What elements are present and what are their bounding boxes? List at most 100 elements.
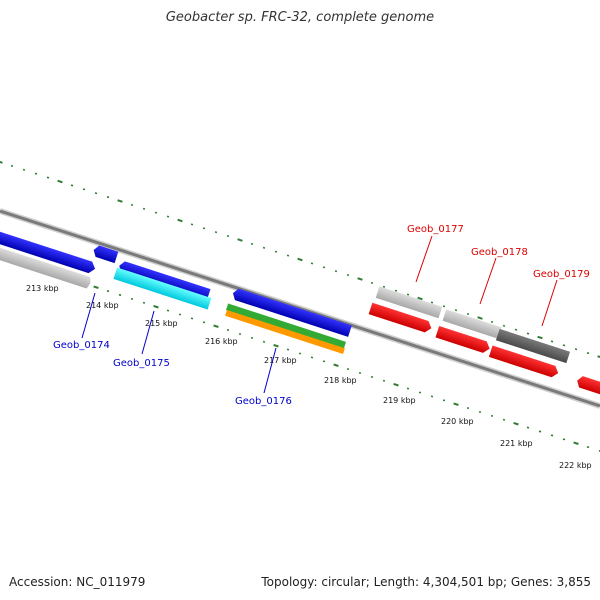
gene-dark-gray-0179 [495, 328, 571, 364]
minor-tick [82, 188, 86, 191]
minor-tick [142, 301, 146, 304]
minor-tick [310, 356, 314, 359]
minor-tick [250, 336, 254, 339]
minor-tick [358, 371, 362, 375]
minor-tick [526, 332, 530, 335]
minor-tick [286, 254, 290, 257]
minor-tick [598, 449, 600, 452]
minor-tick [382, 379, 386, 382]
gene-red-right [577, 376, 600, 397]
scale-label: 215 kbp [145, 319, 178, 328]
minor-tick [406, 293, 410, 296]
gene-label-geob-0175[interactable]: Geob_0175 [113, 358, 170, 369]
leader-line-geob-0178 [479, 257, 497, 305]
minor-tick [250, 242, 254, 245]
minor-tick [562, 344, 566, 347]
gene-blue-small [93, 245, 119, 264]
major-tick [453, 402, 459, 406]
gene-gray-left [0, 242, 91, 289]
minor-tick [226, 329, 230, 332]
gene-label-geob-0177[interactable]: Geob_0177 [407, 224, 464, 235]
leader-line-geob-0174 [81, 292, 96, 339]
major-tick [177, 218, 183, 223]
minor-tick [94, 192, 98, 195]
minor-tick [562, 438, 566, 441]
minor-tick [22, 168, 26, 171]
minor-tick [502, 418, 506, 421]
major-tick [273, 343, 279, 348]
minor-tick [538, 430, 542, 433]
scale-label: 219 kbp [383, 396, 416, 405]
scale-label: 221 kbp [500, 439, 533, 448]
scale-label: 222 kbp [559, 461, 592, 470]
scale-label: 214 kbp [86, 301, 119, 310]
major-tick [477, 316, 483, 320]
major-tick [417, 296, 423, 301]
minor-tick [70, 184, 74, 187]
minor-tick [214, 231, 218, 234]
minor-tick [550, 340, 554, 343]
tick-track [0, 160, 600, 452]
minor-tick [574, 348, 578, 351]
gene-label-geob-0178[interactable]: Geob_0178 [471, 247, 528, 258]
accession-text: Accession: NC_011979 [9, 575, 146, 589]
major-tick [357, 277, 363, 281]
minor-tick [346, 274, 350, 277]
gene-orange-0176 [225, 309, 345, 355]
backbone-line-core [0, 209, 600, 408]
minor-tick [586, 446, 590, 449]
map-title: Geobacter sp. FRC-32, complete genome [165, 10, 435, 25]
minor-tick [382, 285, 386, 288]
minor-tick [394, 289, 398, 292]
minor-tick [502, 324, 506, 327]
minor-tick [514, 328, 518, 331]
minor-tick [154, 211, 158, 214]
major-tick [297, 257, 303, 262]
gene-green-0176 [225, 303, 347, 349]
major-tick [333, 363, 339, 367]
minor-tick [406, 387, 410, 390]
minor-tick [334, 270, 338, 273]
minor-tick [466, 313, 470, 316]
minor-tick [442, 305, 446, 308]
minor-tick [34, 172, 38, 175]
minor-tick [106, 290, 110, 293]
minor-tick [274, 250, 278, 253]
major-tick [57, 179, 63, 184]
minor-tick [550, 434, 554, 437]
gene-label-geob-0176[interactable]: Geob_0176 [235, 396, 292, 407]
major-tick [597, 355, 600, 359]
minor-tick [466, 407, 470, 410]
gene-label-geob-0179[interactable]: Geob_0179 [533, 269, 590, 280]
gene-gray-0177 [375, 286, 443, 319]
gene-label-geob-0174[interactable]: Geob_0174 [53, 340, 110, 351]
leader-line-geob-0179 [541, 279, 558, 327]
minor-tick [286, 348, 290, 351]
gene-red-0178 [435, 325, 490, 353]
minor-tick [262, 246, 266, 249]
leader-line-geob-0176 [263, 347, 277, 394]
topology-text: Topology: circular; Length: 4,304,501 bp… [261, 575, 591, 589]
gene-blue-0176 [232, 288, 352, 337]
scale-label: 220 kbp [441, 417, 474, 426]
minor-tick [106, 196, 110, 199]
scale-label: 218 kbp [324, 376, 357, 385]
major-tick [153, 304, 159, 309]
minor-tick [322, 360, 326, 363]
minor-tick [442, 399, 446, 402]
minor-tick [478, 410, 482, 414]
gene-cyan-0175 [113, 267, 212, 310]
minor-tick [166, 309, 170, 312]
gene-red-0177 [368, 302, 432, 333]
minor-tick [298, 352, 302, 355]
scale-label: 216 kbp [205, 337, 238, 346]
minor-tick [370, 281, 374, 284]
major-tick [0, 160, 3, 164]
minor-tick [490, 320, 494, 323]
minor-tick [46, 176, 50, 179]
major-tick [537, 335, 543, 340]
minor-tick [370, 375, 374, 378]
major-tick [393, 382, 399, 387]
minor-tick [202, 321, 206, 324]
